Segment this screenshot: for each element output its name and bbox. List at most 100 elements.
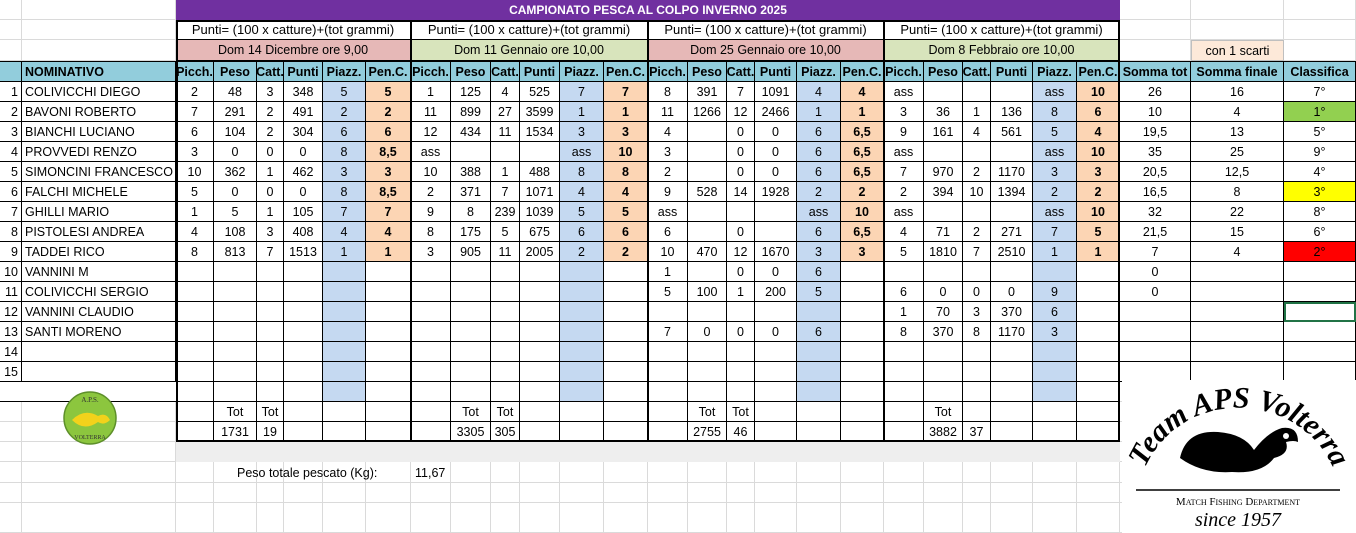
table-cell: 6 bbox=[0, 182, 22, 202]
table-cell: 0 bbox=[727, 122, 755, 142]
table-cell: 14 bbox=[0, 342, 22, 362]
grid-cell bbox=[520, 462, 560, 483]
grid-cell bbox=[604, 462, 648, 483]
player-name: COLIVICCHI SERGIO bbox=[22, 282, 176, 302]
table-cell bbox=[257, 322, 284, 342]
table-cell: 12 bbox=[727, 242, 755, 262]
table-cell: 3 bbox=[323, 162, 366, 182]
table-cell: 22 bbox=[1191, 202, 1284, 222]
table-cell: 5 bbox=[1033, 122, 1077, 142]
table-cell bbox=[491, 302, 520, 322]
table-cell: 8 bbox=[176, 242, 214, 262]
grid-cell bbox=[214, 462, 257, 483]
table-cell bbox=[688, 362, 727, 382]
table-cell bbox=[520, 262, 560, 282]
table-cell: 525 bbox=[520, 82, 560, 102]
table-cell bbox=[924, 82, 963, 102]
table-cell: 16,5 bbox=[1120, 182, 1191, 202]
table-cell bbox=[257, 362, 284, 382]
grid-cell bbox=[0, 20, 22, 40]
table-cell bbox=[1284, 362, 1356, 382]
grid-cell bbox=[176, 483, 214, 503]
table-cell bbox=[648, 342, 688, 362]
grid-cell bbox=[1284, 20, 1356, 40]
grid-cell bbox=[176, 503, 214, 533]
logo-bottom: VOLTERRA bbox=[74, 435, 106, 441]
grid-cell bbox=[366, 483, 411, 503]
table-cell: 5 bbox=[323, 82, 366, 102]
table-cell bbox=[1120, 322, 1191, 342]
event-formula: Punti= (100 x catture)+(tot grammi) bbox=[648, 20, 884, 40]
table-cell: 291 bbox=[214, 102, 257, 122]
column-header: Picch. bbox=[176, 61, 214, 82]
grid-cell bbox=[1077, 462, 1120, 483]
table-cell bbox=[797, 382, 841, 402]
table-cell bbox=[257, 262, 284, 282]
table-cell: 2 bbox=[411, 182, 451, 202]
table-cell bbox=[924, 362, 963, 382]
table-cell bbox=[991, 362, 1033, 382]
grid-cell bbox=[1120, 20, 1191, 40]
table-cell: 408 bbox=[284, 222, 323, 242]
table-cell: 1810 bbox=[924, 242, 963, 262]
grid-cell bbox=[257, 462, 284, 483]
table-cell: 2005 bbox=[520, 242, 560, 262]
table-cell bbox=[176, 322, 214, 342]
table-cell: 1513 bbox=[284, 242, 323, 262]
grid-cell bbox=[884, 503, 924, 533]
table-cell bbox=[963, 142, 991, 162]
grid-cell bbox=[0, 483, 22, 503]
grid-cell bbox=[520, 503, 560, 533]
column-header bbox=[0, 61, 22, 82]
table-cell: 5 bbox=[884, 242, 924, 262]
table-cell: 14 bbox=[727, 182, 755, 202]
grid-cell bbox=[1191, 20, 1284, 40]
grid-cell bbox=[22, 442, 176, 462]
table-cell: 488 bbox=[520, 162, 560, 182]
column-header: Punti bbox=[284, 61, 323, 82]
table-cell bbox=[284, 262, 323, 282]
table-cell: 9 bbox=[1033, 282, 1077, 302]
table-cell bbox=[755, 202, 797, 222]
grid-cell bbox=[727, 483, 755, 503]
table-cell bbox=[520, 282, 560, 302]
table-cell: 19,5 bbox=[1120, 122, 1191, 142]
grid-cell bbox=[841, 483, 884, 503]
table-cell: 0 bbox=[755, 322, 797, 342]
table-cell bbox=[257, 302, 284, 322]
table-cell: 3 bbox=[1033, 322, 1077, 342]
table-cell: 9 bbox=[0, 242, 22, 262]
total-cell bbox=[323, 402, 366, 422]
table-cell bbox=[924, 382, 963, 402]
total-cell bbox=[1033, 402, 1077, 422]
table-cell: 0 bbox=[1120, 262, 1191, 282]
table-cell: 3599 bbox=[520, 102, 560, 122]
table-cell: 528 bbox=[688, 182, 727, 202]
selected-cell bbox=[1284, 302, 1356, 322]
table-cell: 6 bbox=[797, 322, 841, 342]
table-cell bbox=[520, 342, 560, 362]
table-cell: 4 bbox=[797, 82, 841, 102]
table-cell bbox=[727, 362, 755, 382]
table-cell bbox=[257, 342, 284, 362]
table-cell bbox=[214, 382, 257, 402]
team-since: since 1957 bbox=[1195, 509, 1282, 531]
grid-cell bbox=[1033, 483, 1077, 503]
table-cell bbox=[411, 382, 451, 402]
table-cell: 2 bbox=[648, 162, 688, 182]
table-cell: 7 bbox=[1120, 242, 1191, 262]
table-cell: 8 bbox=[323, 142, 366, 162]
table-cell: 905 bbox=[451, 242, 491, 262]
table-cell bbox=[323, 322, 366, 342]
table-cell: 5 bbox=[491, 222, 520, 242]
table-cell: 8 bbox=[411, 222, 451, 242]
grid-cell bbox=[22, 20, 176, 40]
table-cell: 3 bbox=[648, 142, 688, 162]
table-cell bbox=[688, 122, 727, 142]
grid-cell bbox=[491, 503, 520, 533]
table-cell bbox=[727, 382, 755, 402]
table-cell bbox=[924, 142, 963, 162]
column-header: Picch. bbox=[411, 61, 451, 82]
player-name: BIANCHI LUCIANO bbox=[22, 122, 176, 142]
table-cell bbox=[688, 162, 727, 182]
